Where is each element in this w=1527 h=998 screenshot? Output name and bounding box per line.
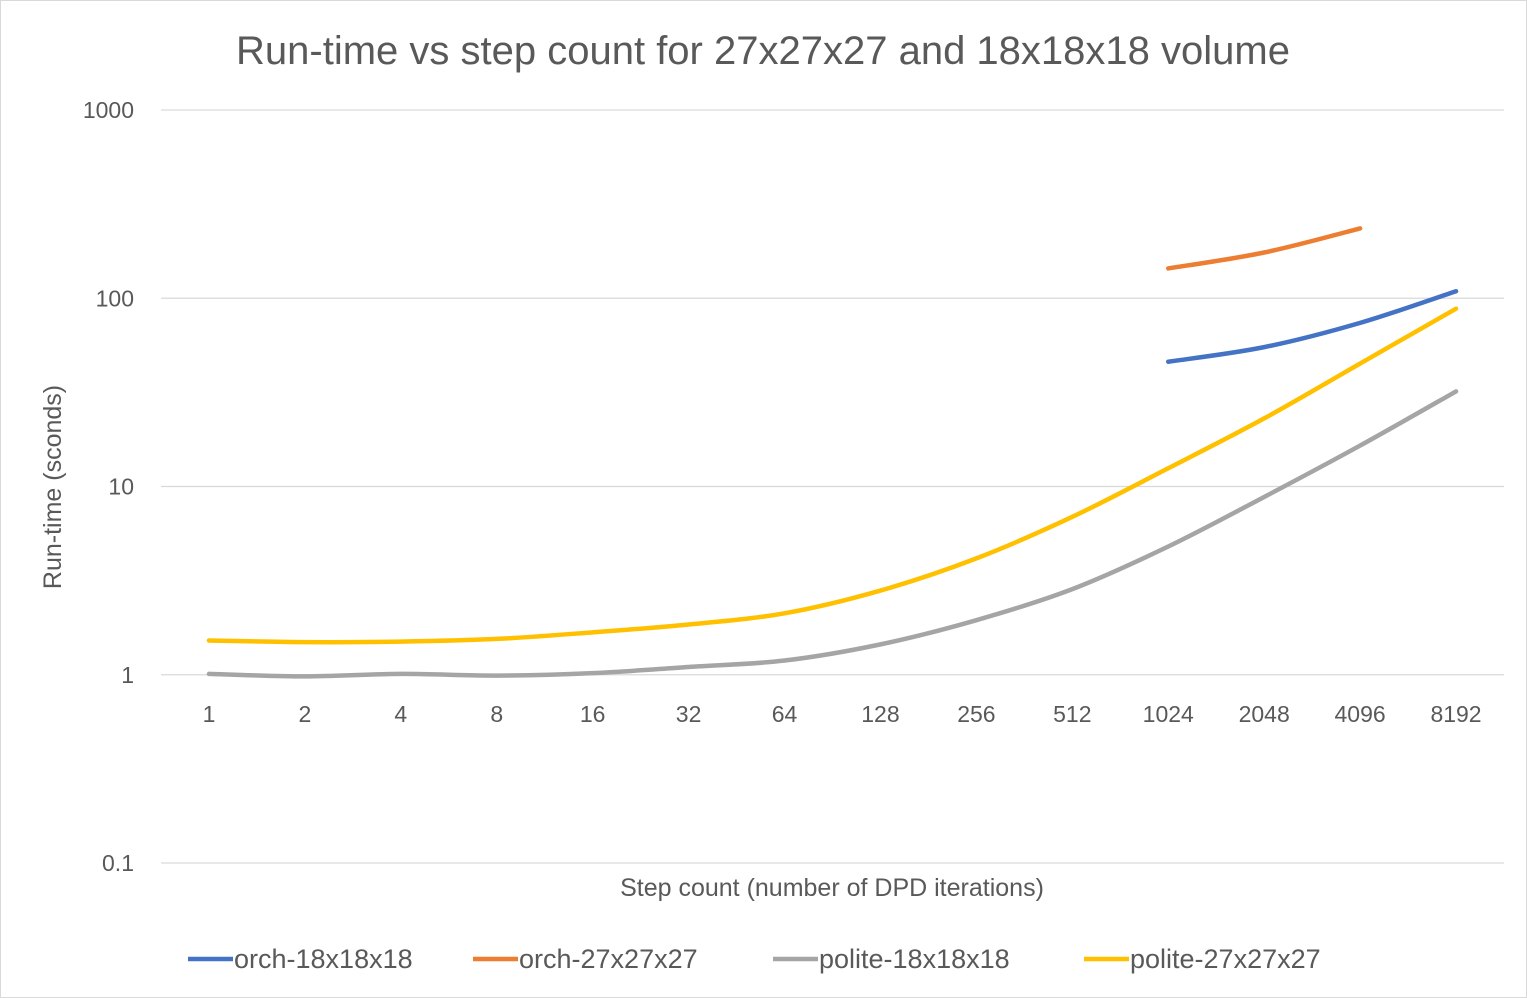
x-tick-label: 4096 <box>1335 701 1386 727</box>
y-tick-label: 1 <box>121 662 134 688</box>
y-tick-label: 0.1 <box>102 850 134 876</box>
y-tick-label: 1000 <box>83 97 134 123</box>
x-tick-label: 16 <box>580 701 606 727</box>
series-line-orch-18x18x18 <box>1166 288 1459 364</box>
chart-title: Run-time vs step count for 27x27x27 and … <box>236 29 1290 73</box>
legend-label: orch-18x18x18 <box>234 944 413 974</box>
x-tick-label: 512 <box>1053 701 1091 727</box>
series-line-orch-27x27x27 <box>1166 226 1363 271</box>
x-tick-label: 2048 <box>1239 701 1290 727</box>
gridlines <box>161 109 1504 864</box>
x-tick-label: 4 <box>394 701 407 727</box>
legend: orch-18x18x18 orch-27x27x27 polite-18x18x1… <box>188 944 1321 974</box>
legend-label: polite-18x18x18 <box>819 944 1010 974</box>
x-tick-label: 64 <box>772 701 798 727</box>
y-axis-ticks: 0.1 1 10 100 1000 <box>83 97 134 876</box>
series-line-polite-27x27x27 <box>206 306 1459 645</box>
y-tick-label: 10 <box>108 474 134 500</box>
x-tick-label: 8192 <box>1430 701 1481 727</box>
x-axis-ticks: 1 2 4 8 16 32 64 128 256 512 1024 2048 4096 8192 <box>203 701 1482 727</box>
x-tick-label: 1 <box>203 701 216 727</box>
x-tick-label: 2 <box>298 701 311 727</box>
x-axis-label: Step count (number of DPD iterations) <box>620 874 1044 902</box>
legend-label: orch-27x27x27 <box>519 944 698 974</box>
y-axis-label: Run-time (sconds) <box>39 385 67 589</box>
x-tick-label: 256 <box>957 701 995 727</box>
x-tick-label: 32 <box>676 701 702 727</box>
x-tick-label: 8 <box>490 701 503 727</box>
y-tick-label: 100 <box>96 285 134 311</box>
series-line-polite-18x18x18 <box>206 389 1459 679</box>
x-tick-label: 1024 <box>1143 701 1194 727</box>
x-tick-label: 128 <box>861 701 899 727</box>
series-lines <box>206 226 1459 679</box>
legend-label: polite-27x27x27 <box>1130 944 1321 974</box>
